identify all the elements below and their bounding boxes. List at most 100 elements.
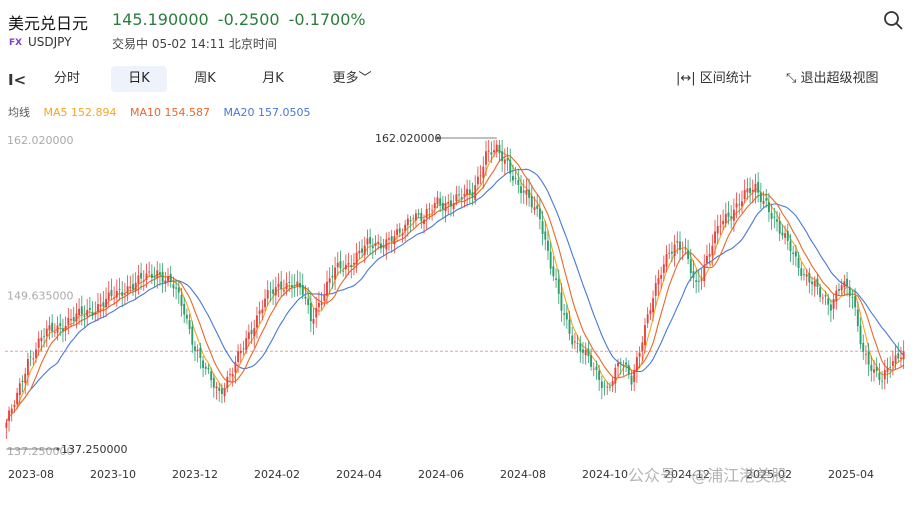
price-change: -0.2500 <box>217 10 280 29</box>
candle-body <box>404 224 407 232</box>
candle-body <box>776 219 778 222</box>
exit-super-view-button[interactable]: ⤡ 退出超级视图 <box>786 66 879 92</box>
candle-body <box>218 387 221 391</box>
candle-body <box>495 144 498 152</box>
candle-body <box>115 290 118 298</box>
search-icon[interactable] <box>883 10 903 30</box>
exit-view-label: 退出超级视图 <box>800 71 879 86</box>
tab-intraday[interactable]: 分时 <box>53 71 80 86</box>
candle-body <box>606 386 609 388</box>
candle-body <box>751 189 754 192</box>
x-tick-label: 2024-02 <box>254 468 300 481</box>
candle-body <box>339 261 342 269</box>
candle-body <box>732 209 735 221</box>
range-stats-button[interactable]: |↔| 区间统计 <box>676 66 752 92</box>
candle-body <box>829 304 832 311</box>
candle-body <box>293 285 296 286</box>
candle-body <box>873 369 875 373</box>
candle-body <box>156 270 159 278</box>
candle-body <box>630 375 633 385</box>
candle-body <box>813 280 816 287</box>
tab-more[interactable]: 更多﹀ <box>326 66 378 92</box>
x-tick-label: 2023-08 <box>8 468 54 481</box>
candle-body <box>870 364 873 371</box>
candle-body <box>18 383 21 395</box>
candle-body <box>237 351 240 363</box>
low-marker-dot <box>56 447 60 451</box>
tab-monthly-k[interactable]: 月K <box>262 71 284 86</box>
candle-body <box>97 304 99 312</box>
candle-body <box>522 190 525 193</box>
candle-body <box>379 243 382 249</box>
chevron-down-icon: ﹀ <box>358 71 372 86</box>
candle-body <box>619 362 622 364</box>
candle-body <box>867 351 870 365</box>
candle-body <box>538 208 541 220</box>
candle-body <box>32 358 35 360</box>
candle-body <box>328 278 331 283</box>
candle-body <box>625 362 628 365</box>
candle-body <box>819 287 822 298</box>
candle-body <box>859 325 862 345</box>
candle-body <box>226 376 229 389</box>
x-tick-label: 2023-10 <box>90 468 136 481</box>
candle-body <box>5 422 8 428</box>
candle-body <box>56 325 59 333</box>
candle-body <box>657 278 660 285</box>
candle-body <box>662 264 665 273</box>
candle-body <box>363 245 366 255</box>
candle-body <box>711 245 714 256</box>
candle-body <box>150 274 153 279</box>
candle-body <box>595 366 598 371</box>
range-icon: |↔| <box>676 71 696 86</box>
candle-body <box>555 278 557 280</box>
kline-chart[interactable]: 162.020000 149.635000 137.250000 2023-08 202… <box>0 120 916 490</box>
candle-body <box>463 193 466 197</box>
tab-weekly-k[interactable]: 周K <box>194 71 216 86</box>
candle-body <box>476 176 479 185</box>
candle-body <box>493 150 496 153</box>
candle-body <box>749 187 752 194</box>
candle-body <box>816 278 819 287</box>
candle-body <box>188 320 191 330</box>
candle-body <box>506 158 509 161</box>
candle-body <box>385 239 388 250</box>
candle-body <box>175 287 178 289</box>
candle-body <box>393 236 396 245</box>
ma5-line <box>5 149 905 424</box>
candle-body <box>878 372 881 381</box>
candle-body <box>406 218 409 226</box>
ma-legend: 均线 MA5 152.894 MA10 154.587 MA20 157.050… <box>8 104 321 120</box>
candle-body <box>741 201 743 207</box>
candle-body <box>247 332 250 340</box>
candle-body <box>53 332 56 333</box>
candle-body <box>350 264 353 268</box>
candle-body <box>296 281 299 287</box>
candle-body <box>194 346 196 351</box>
candle-body <box>757 182 760 193</box>
quote-header: 美元兑日元 145.190000 -0.2500 -0.1700% FX USD… <box>0 0 916 60</box>
candle-body <box>900 357 902 359</box>
candle-body <box>377 241 380 244</box>
tab-more-label: 更多 <box>332 71 359 86</box>
candle-body <box>353 262 355 265</box>
tab-daily-k[interactable]: 日K <box>111 66 167 92</box>
candle-body <box>781 232 784 236</box>
candle-body <box>856 309 859 327</box>
candle-body <box>759 192 762 203</box>
candle-body <box>164 280 167 284</box>
candle-body <box>797 258 800 269</box>
candle-body <box>110 289 113 297</box>
candle-body <box>142 280 145 282</box>
candle-body <box>487 150 490 152</box>
candle-body <box>471 192 474 198</box>
candle-body <box>706 255 708 264</box>
candle-body <box>177 287 180 293</box>
candle-body <box>514 178 517 180</box>
candle-body <box>118 289 121 290</box>
candle-body <box>792 252 795 254</box>
x-tick-label: 2023-12 <box>172 468 218 481</box>
chart-type-icon[interactable]: I< <box>8 71 27 89</box>
candle-body <box>266 289 269 299</box>
candle-body <box>886 367 889 373</box>
